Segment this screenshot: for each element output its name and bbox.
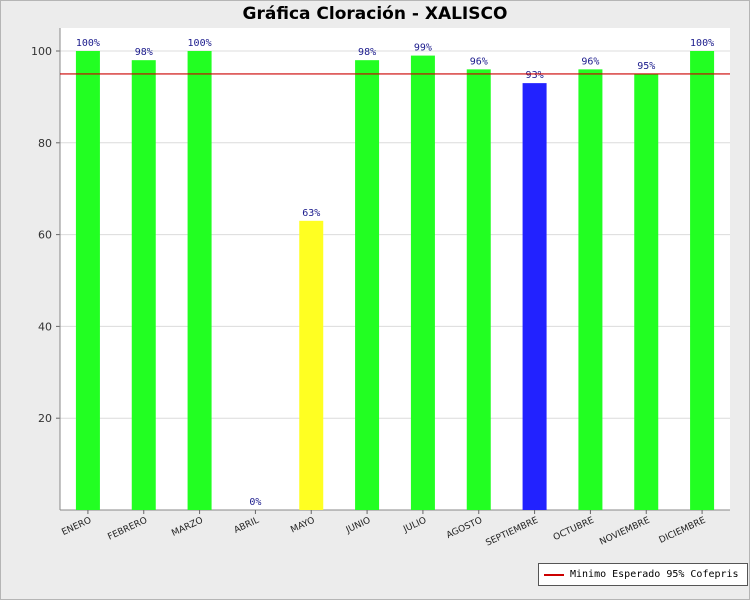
bar-marzo — [187, 51, 212, 510]
threshold-legend-label: Minimo Esperado 95% Cofepris — [570, 569, 739, 580]
x-tick-label: NOVIEMBRE — [598, 516, 651, 548]
bar-value-label: 0% — [249, 497, 261, 508]
x-tick-label: MARZO — [170, 516, 205, 539]
bar-septiembre — [522, 83, 547, 510]
x-tick-label: JULIO — [401, 516, 428, 536]
chart-legend: Minimo Esperado 95% Cofepris — [538, 563, 748, 586]
y-tick-label: 100 — [31, 45, 52, 58]
bar-enero — [75, 51, 100, 510]
y-tick-label: 40 — [38, 320, 52, 333]
bar-value-label: 63% — [302, 208, 320, 219]
bar-julio — [410, 55, 435, 511]
bar-value-label: 96% — [581, 56, 599, 67]
bar-value-label: 100% — [76, 38, 100, 49]
y-tick-label: 60 — [38, 229, 52, 242]
plot-area — [60, 28, 730, 510]
bar-junio — [355, 60, 380, 511]
bar-octubre — [578, 69, 603, 511]
x-tick-label: MAYO — [289, 516, 316, 536]
x-tick-label: ABRIL — [233, 516, 261, 536]
bar-value-label: 95% — [637, 61, 655, 72]
x-tick-label: AGOSTO — [445, 516, 484, 541]
y-tick-label: 20 — [38, 412, 52, 425]
x-tick-label: FEBRERO — [106, 516, 149, 543]
x-tick-label: ENERO — [60, 516, 93, 538]
bar-value-label: 100% — [690, 38, 714, 49]
x-tick-label: OCTUBRE — [552, 516, 596, 544]
bar-noviembre — [634, 73, 659, 510]
y-tick-label: 80 — [38, 137, 52, 150]
bar-febrero — [131, 60, 156, 511]
threshold-legend-swatch — [544, 573, 564, 576]
bar-value-label: 98% — [135, 47, 153, 58]
bar-value-label: 99% — [414, 43, 432, 54]
chart-title: Gráfica Cloración - XALISCO — [242, 4, 508, 24]
bar-value-label: 98% — [358, 47, 376, 58]
bar-diciembre — [690, 51, 715, 510]
bar-agosto — [466, 69, 491, 511]
bar-value-label: 96% — [470, 56, 488, 67]
bar-mayo — [299, 220, 324, 510]
x-tick-label: JUNIO — [344, 516, 372, 536]
bar-value-label: 100% — [188, 38, 212, 49]
x-tick-label: SEPTIEMBRE — [484, 516, 540, 549]
bar-value-label: 93% — [526, 70, 544, 81]
x-tick-label: DICIEMBRE — [658, 516, 708, 546]
